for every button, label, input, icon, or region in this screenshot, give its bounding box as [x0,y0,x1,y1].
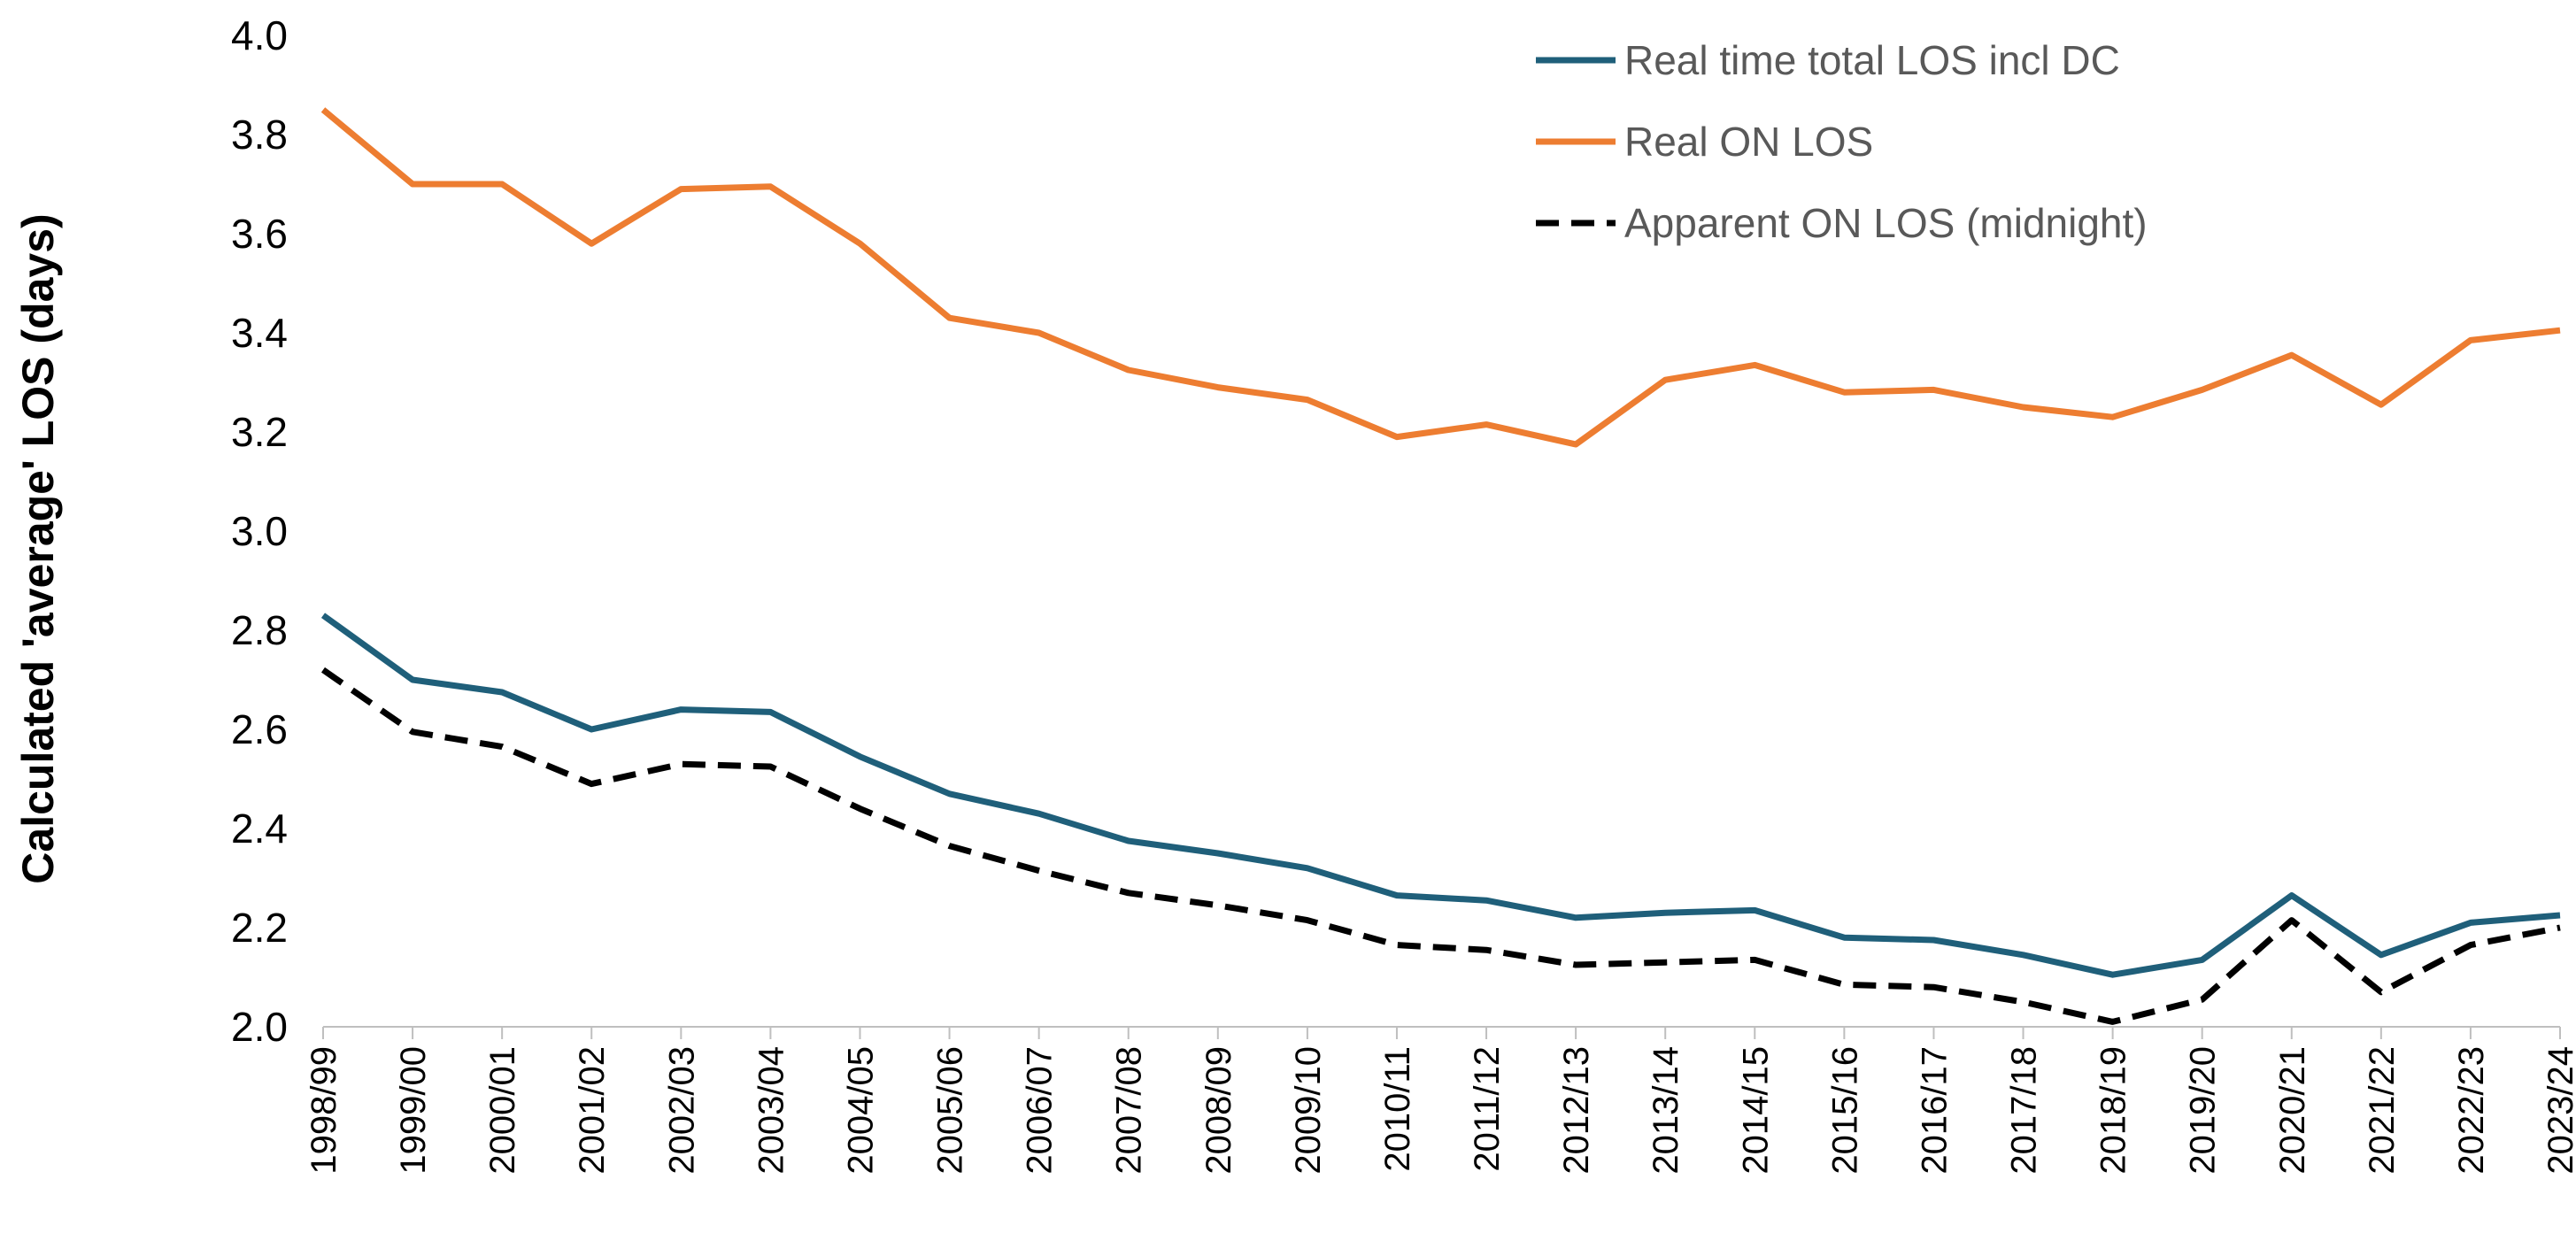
x-tick-label: 2017/18 [2005,1046,2044,1175]
x-tick-label: 2008/09 [1199,1046,1238,1175]
x-tick-label: 2018/19 [2094,1046,2133,1175]
series-line-1 [320,613,2561,978]
y-tick-label: 3.6 [231,211,288,257]
x-tick-label: 2022/23 [2452,1046,2491,1175]
y-tick-label: 3.8 [231,112,288,158]
x-tick-label: 2014/15 [1736,1046,1775,1175]
x-tick-label: 2004/05 [841,1046,880,1175]
legend-label-3: Apparent ON LOS (midnight) [1624,200,2148,246]
x-tick-label: 2002/03 [662,1046,701,1175]
x-tick-label: 1999/00 [394,1046,433,1175]
x-tick-label: 2020/21 [2273,1046,2312,1175]
x-tick-label: 2005/06 [931,1046,970,1175]
x-tick-label: 1998/99 [305,1046,343,1175]
x-tick-label: 2023/24 [2541,1046,2576,1175]
legend: Real time total LOS incl DC Real ON LOS Ap… [1536,37,2148,246]
x-axis-ticks: 1998/99 1999/00 2000/01 2001/02 2002/03 2003/… [305,1027,2576,1175]
x-tick-label: 2007/08 [1110,1046,1149,1175]
series-layer [320,107,2561,1025]
x-tick-label: 2006/07 [1021,1046,1060,1175]
x-tick-label: 2019/20 [2184,1046,2223,1175]
x-tick-label: 2012/13 [1557,1046,1596,1175]
y-tick-label: 2.8 [231,607,288,653]
y-axis-label: Calculated 'average' LOS (days) [13,213,63,883]
x-tick-label: 2009/10 [1289,1046,1328,1175]
x-tick-label: 2001/02 [573,1046,612,1175]
y-tick-label: 2.2 [231,905,288,951]
y-tick-label: 3.2 [231,409,288,455]
y-axis-ticks: 2.0 2.2 2.4 2.6 2.8 3.0 3.2 3.4 3.6 3.8 4.0 [231,12,288,1050]
y-tick-label: 4.0 [231,12,288,58]
series-line-2 [320,107,2561,448]
y-tick-label: 2.6 [231,706,288,752]
legend-label-2: Real ON LOS [1624,119,1873,165]
y-tick-label: 2.4 [231,805,288,852]
x-tick-label: 2013/14 [1647,1046,1685,1175]
x-tick-label: 2000/01 [483,1046,522,1175]
x-tick-label: 2003/04 [752,1046,791,1175]
x-tick-label: 2015/16 [1825,1046,1864,1175]
x-tick-label: 2010/11 [1378,1046,1417,1172]
x-tick-label: 2016/17 [1915,1046,1954,1175]
y-tick-label: 3.4 [231,310,288,356]
y-tick-label: 3.0 [231,508,288,554]
legend-label-1: Real time total LOS incl DC [1624,37,2120,83]
y-tick-label: 2.0 [231,1004,288,1050]
x-tick-label: 2011/12 [1468,1046,1507,1172]
x-tick-label: 2021/22 [2363,1046,2402,1175]
series-line-3 [321,667,2561,1025]
